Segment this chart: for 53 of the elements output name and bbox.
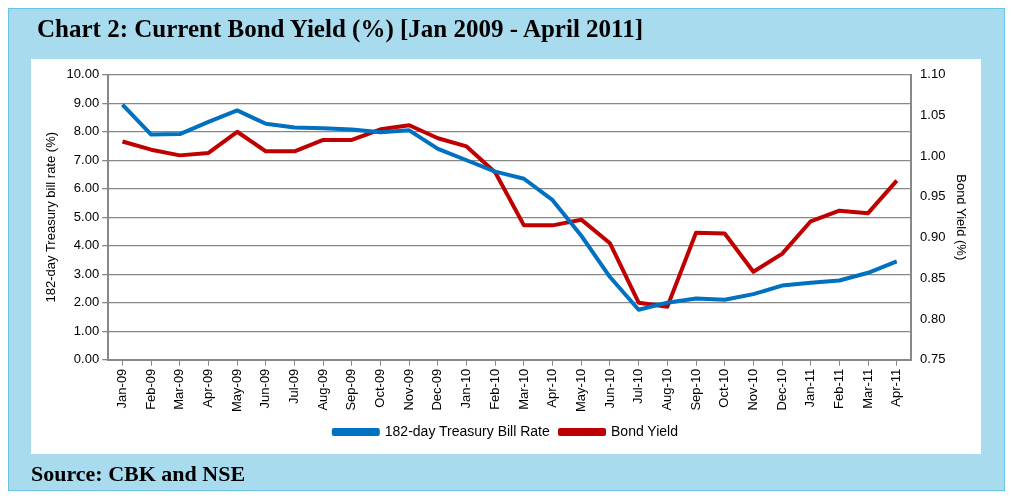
- x-tick-label: Apr-10: [544, 368, 560, 408]
- y-tick-label: 1.00: [73, 322, 100, 338]
- legend-label: Bond Yield: [611, 422, 678, 439]
- x-tick-label: Aug-09: [314, 368, 330, 411]
- x-tick-label: Feb-11: [830, 368, 846, 409]
- x-tick-label: Jun-10: [601, 368, 617, 409]
- y2-tick-label: 0.80: [920, 310, 946, 326]
- y2-tick-label: 1.10: [920, 66, 946, 82]
- x-tick-label: Mar-09: [171, 368, 187, 410]
- y-tick-label: 9.00: [73, 94, 100, 110]
- x-tick-label: Dec-10: [773, 368, 789, 411]
- y-tick-label: 0.00: [73, 351, 100, 367]
- legend-label: 182-day Treasury Bill Rate: [384, 422, 550, 439]
- x-tick-label: Nov-09: [400, 368, 416, 411]
- x-tick-label: Sep-10: [687, 368, 703, 411]
- x-tick-label: Apr-09: [200, 368, 216, 408]
- y-tick-label: 6.00: [73, 180, 100, 196]
- y-tick-label: 7.00: [73, 151, 100, 167]
- x-tick-label: Nov-10: [744, 368, 760, 411]
- y-tick-label: 8.00: [73, 123, 100, 139]
- y-tick-label: 4.00: [73, 237, 100, 253]
- x-tick-label: Jul-09: [286, 368, 302, 405]
- x-tick-label: May-09: [228, 368, 244, 413]
- x-tick-label: Apr-11: [888, 368, 904, 407]
- x-tick-label: May-10: [572, 368, 588, 413]
- x-tick-label: Feb-09: [142, 368, 158, 410]
- y-tick-label: 3.00: [73, 265, 100, 281]
- x-tick-label: Jul-10: [630, 368, 646, 405]
- y2-tick-label: 1.05: [920, 107, 946, 123]
- y2-tick-label: 0.90: [920, 229, 946, 245]
- y2-tick-label: 0.85: [920, 269, 946, 285]
- x-tick-label: Jan-09: [114, 368, 130, 409]
- x-tick-label: Jun-09: [257, 368, 273, 409]
- y2-axis-title: Bond Yield (%): [953, 174, 969, 261]
- y-axis-title: 182-day Treasury bill rate (%): [43, 131, 59, 303]
- x-tick-label: Aug-10: [658, 368, 674, 411]
- x-tick-label: Mar-11: [859, 368, 875, 409]
- y-tick-label: 5.00: [73, 208, 100, 224]
- y2-tick-label: 0.95: [920, 188, 946, 204]
- y-tick-label: 10.00: [66, 66, 100, 82]
- x-tick-label: Feb-10: [486, 368, 502, 410]
- source-note: Source: CBK and NSE: [31, 461, 246, 487]
- y-tick-label: 2.00: [73, 294, 100, 310]
- y2-tick-label: 0.75: [920, 351, 946, 367]
- chart-title: Chart 2: Current Bond Yield (%) [Jan 2009 - April 2011]: [36, 14, 645, 45]
- y2-tick-label: 1.00: [920, 147, 946, 163]
- x-tick-label: Oct-10: [716, 368, 732, 408]
- x-tick-label: Jan-11: [802, 368, 818, 408]
- x-tick-label: Mar-10: [515, 368, 531, 410]
- x-tick-label: Oct-09: [372, 368, 388, 408]
- x-tick-label: Sep-09: [343, 368, 359, 411]
- x-tick-label: Jan-10: [458, 368, 474, 409]
- x-tick-label: Dec-09: [429, 368, 445, 411]
